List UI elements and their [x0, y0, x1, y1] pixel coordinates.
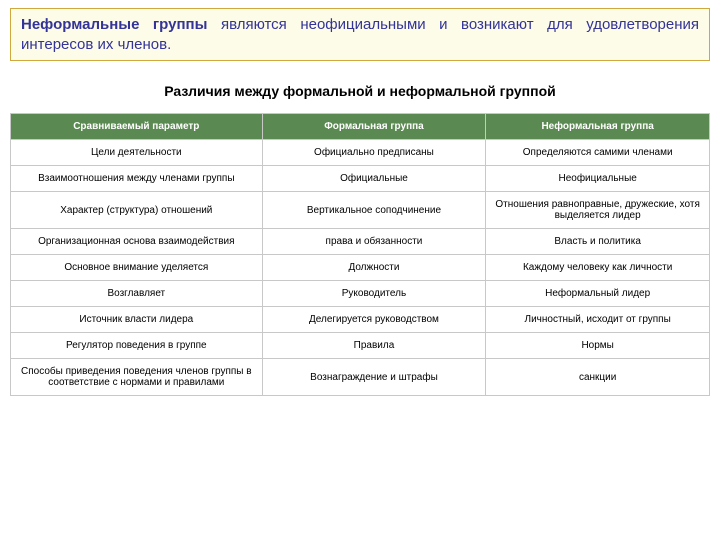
table-cell: Власть и политика [486, 229, 710, 255]
table-row: Основное внимание уделяетсяДолжностиКажд… [11, 255, 710, 281]
banner-box: Неформальные группы являются неофициальн… [10, 8, 710, 61]
table-body: Цели деятельностиОфициально предписаныОп… [11, 140, 710, 396]
table-cell: Взаимоотношения между членами группы [11, 166, 263, 192]
table-row: Взаимоотношения между членами группыОфиц… [11, 166, 710, 192]
table-row: ВозглавляетРуководительНеформальный лиде… [11, 281, 710, 307]
subtitle: Различия между формальной и неформальной… [10, 83, 710, 99]
table-row: Источник власти лидераДелегируется руков… [11, 307, 710, 333]
table-cell: Должности [262, 255, 486, 281]
table-cell: Делегируется руководством [262, 307, 486, 333]
col-header-0: Сравниваемый параметр [11, 114, 263, 140]
table-cell: Личностный, исходит от группы [486, 307, 710, 333]
table-cell: Нормы [486, 333, 710, 359]
table-cell: Официальные [262, 166, 486, 192]
table-cell: Неформальный лидер [486, 281, 710, 307]
table-cell: Регулятор поведения в группе [11, 333, 263, 359]
col-header-1: Формальная группа [262, 114, 486, 140]
table-cell: права и обязанности [262, 229, 486, 255]
table-cell: Неофициальные [486, 166, 710, 192]
table-row: Характер (структура) отношенийВертикальн… [11, 192, 710, 229]
table-cell: Возглавляет [11, 281, 263, 307]
table-cell: Правила [262, 333, 486, 359]
table-cell: Отношения равноправные, дружеские, хотя … [486, 192, 710, 229]
table-cell: санкции [486, 359, 710, 396]
table-cell: Основное внимание уделяется [11, 255, 263, 281]
table-cell: Цели деятельности [11, 140, 263, 166]
table-cell: Руководитель [262, 281, 486, 307]
table-cell: Каждому человеку как личности [486, 255, 710, 281]
table-row: Способы приведения поведения членов груп… [11, 359, 710, 396]
table-cell: Источник власти лидера [11, 307, 263, 333]
table-cell: Вознаграждение и штрафы [262, 359, 486, 396]
table-cell: Характер (структура) отношений [11, 192, 263, 229]
table-cell: Организационная основа взаимодействия [11, 229, 263, 255]
table-row: Цели деятельностиОфициально предписаныОп… [11, 140, 710, 166]
table-cell: Вертикальное соподчинение [262, 192, 486, 229]
col-header-2: Неформальная группа [486, 114, 710, 140]
table-header-row: Сравниваемый параметр Формальная группа … [11, 114, 710, 140]
banner-text: Неформальные группы являются неофициальн… [21, 16, 699, 53]
table-row: Организационная основа взаимодействияпра… [11, 229, 710, 255]
table-row: Регулятор поведения в группеПравилаНормы [11, 333, 710, 359]
table-cell: Способы приведения поведения членов груп… [11, 359, 263, 396]
comparison-table: Сравниваемый параметр Формальная группа … [10, 113, 710, 396]
table-cell: Определяются самими членами [486, 140, 710, 166]
table-cell: Официально предписаны [262, 140, 486, 166]
